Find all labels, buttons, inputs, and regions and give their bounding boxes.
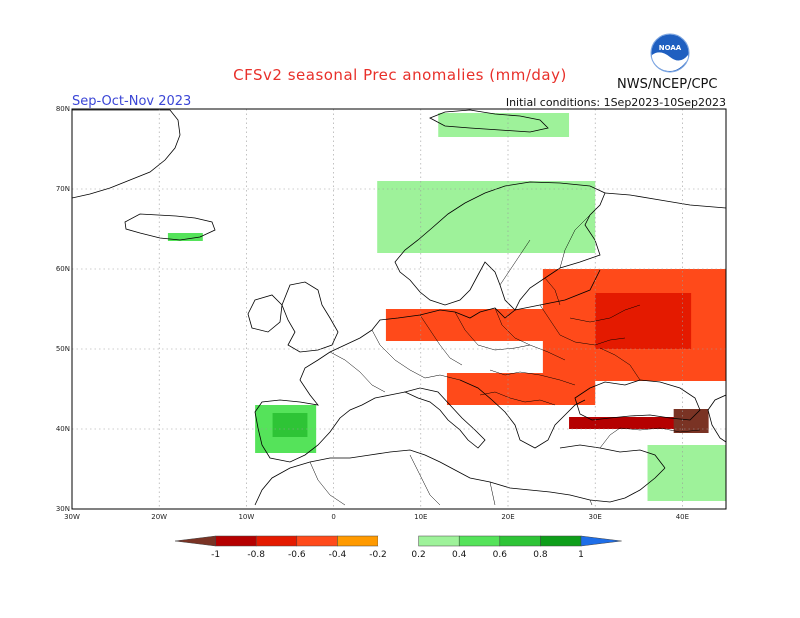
colorbar-label: -0.6 <box>288 550 306 560</box>
anomaly-layer <box>167 113 726 501</box>
colorbar-cell-neutral <box>378 536 419 546</box>
colorbar-label: 0.2 <box>411 550 425 560</box>
colorbar-label: -0.4 <box>329 550 347 560</box>
anomaly-region-7 <box>385 309 596 341</box>
colorbar-cell-dry_0_8 <box>215 535 257 547</box>
colorbar-cell-wet_0_6 <box>499 535 541 547</box>
noaa-logo: NOAA <box>650 33 690 73</box>
anomaly-region-10 <box>673 409 709 433</box>
lat-tick-label: 40N <box>56 425 70 433</box>
colorbar-cell-dry_1_0 <box>174 535 216 547</box>
anomaly-region-2 <box>167 233 203 241</box>
lon-tick-label: 10E <box>414 513 427 521</box>
anomaly-region-11 <box>647 445 726 501</box>
colorbar-cell-dry_0_4 <box>296 535 338 547</box>
lat-tick-label: 60N <box>56 265 70 273</box>
colorbar-label: 0.8 <box>533 550 548 560</box>
colorbar-label: -0.2 <box>369 550 387 560</box>
lon-tick-label: 10W <box>238 513 254 521</box>
lon-tick-label: 20W <box>151 513 167 521</box>
lon-tick-label: 30E <box>589 513 602 521</box>
colorbar: -1 -0.8 -0.6 -0.4 -0.2 0.2 0.4 0.6 0.8 1 <box>174 535 622 560</box>
noaa-logo-text: NOAA <box>659 44 682 52</box>
lat-tick-label: 80N <box>56 105 70 113</box>
colorbar-label: 0.4 <box>452 550 467 560</box>
anomaly-region-4 <box>272 413 308 437</box>
colorbar-cell-wet_0_8 <box>540 535 582 547</box>
anomaly-region-8 <box>446 373 596 405</box>
anomaly-region-0 <box>377 181 596 253</box>
lon-tick-label: 0 <box>331 513 335 521</box>
map-frame-border <box>71 108 727 510</box>
longitude-tick-labels: 30W 20W 10W 0 10E 20E 30E 40E <box>64 513 689 521</box>
season-label: Sep-Oct-Nov 2023 <box>72 94 192 109</box>
initial-conditions-label: Initial conditions: 1Sep2023-10Sep2023 <box>505 96 726 109</box>
colorbar-label: -0.8 <box>247 550 265 560</box>
latitude-tick-labels: 80N 70N 60N 50N 40N 30N <box>56 105 70 513</box>
colorbar-label: 0.6 <box>493 550 508 560</box>
lon-tick-label: 30W <box>64 513 80 521</box>
anomaly-region-6 <box>595 293 692 349</box>
colorbar-cell-wet_0_4 <box>458 535 501 547</box>
lon-tick-label: 40E <box>676 513 689 521</box>
graticule-layer <box>72 109 726 509</box>
colorbar-cell-wet_0_2 <box>418 535 460 547</box>
lat-tick-label: 50N <box>56 345 70 353</box>
agency-label: NWS/NCEP/CPC <box>617 77 718 92</box>
colorbar-cell-wet_1_0 <box>580 535 622 547</box>
lon-tick-label: 20E <box>501 513 514 521</box>
country-border-layer <box>309 214 701 506</box>
lat-tick-label: 70N <box>56 185 70 193</box>
colorbar-label: -1 <box>211 550 220 560</box>
colorbar-cell-dry_0_6 <box>255 535 298 547</box>
figure-title: CFSv2 seasonal Prec anomalies (mm/day) <box>233 66 567 84</box>
anomaly-region-1 <box>438 113 570 137</box>
lat-tick-label: 30N <box>56 505 70 513</box>
colorbar-cell-dry_0_2 <box>337 535 379 547</box>
colorbar-label: 1 <box>578 550 584 560</box>
